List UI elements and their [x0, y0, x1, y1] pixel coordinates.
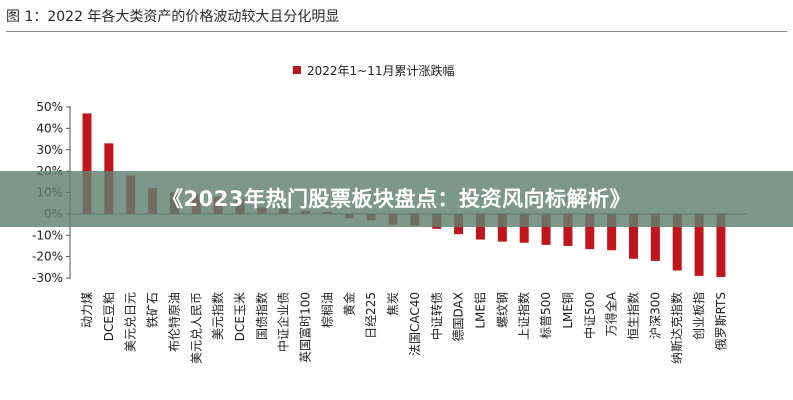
x-tick-label: 中证转债 [429, 292, 444, 340]
x-tick-label: 万得全A [604, 291, 619, 336]
y-tick-label: -20% [32, 250, 63, 264]
x-tick-label: LME铜 [560, 292, 575, 329]
x-tick-label: LME铝 [472, 292, 487, 329]
bar [672, 213, 682, 271]
legend-label: 2022年1~11月累计涨跌幅 [307, 64, 455, 78]
x-tick-label: 铁矿石 [146, 292, 160, 328]
x-tick-label: 上证指数 [516, 292, 531, 340]
x-tick-label: 布伦特原油 [166, 292, 181, 352]
figure-title: 图 1：2022 年各大类资产的价格波动较大且分化明显 [6, 2, 787, 32]
x-tick-label: 中证500 [582, 292, 597, 339]
y-tick-label: -10% [32, 228, 63, 242]
bar [519, 213, 529, 243]
x-tick-label: 美元兑人民币 [189, 292, 203, 364]
x-tick-label: 标普500 [539, 292, 553, 339]
bar [497, 213, 507, 242]
x-tick-label: 中证企业债 [276, 292, 291, 352]
x-tick-label: 黄金 [341, 292, 356, 316]
x-tick-label: 沪深300 [648, 292, 662, 339]
x-tick-label: 德国DAX [451, 292, 466, 341]
bar [607, 213, 617, 251]
chart-legend: 2022年1~11月累计涨跌幅 [293, 62, 455, 80]
x-tick-label: 创业板指 [691, 292, 706, 340]
x-tick-label: 焦炭 [386, 292, 400, 316]
x-tick-label: 俄罗斯RTS [714, 292, 728, 350]
x-tick-label: 美元兑日元 [124, 292, 138, 352]
banner-text: 《2023年热门股票板块盘点：投资风向标解析》 [162, 187, 631, 211]
bar [82, 113, 92, 214]
x-tick-label: 棕榈油 [319, 292, 334, 328]
x-tick-label: 日经225 [364, 292, 378, 339]
y-tick-label: 40% [36, 121, 63, 135]
x-tick-label: DCE豆粕 [101, 292, 116, 341]
y-tick-label: -30% [32, 271, 63, 285]
x-tick-label: 动力煤 [80, 292, 94, 328]
bar [716, 213, 726, 277]
x-tick-label: 螺纹钢 [495, 292, 509, 328]
bar [629, 213, 638, 259]
x-tick-label: 纳斯达克指数 [669, 292, 684, 364]
x-tick-label: 恒生指数 [626, 292, 641, 340]
x-tick-label: DCE玉米 [233, 292, 247, 341]
bar [541, 213, 551, 245]
bar [563, 213, 573, 246]
bar [585, 213, 595, 250]
x-tick-label: 法国CAC40 [408, 292, 422, 356]
title-banner: 《2023年热门股票板块盘点：投资风向标解析》 [0, 171, 793, 227]
bar [694, 213, 704, 276]
y-tick-label: 50% [36, 100, 63, 114]
x-tick-label: 美元指数 [210, 292, 225, 340]
y-tick-label: 30% [36, 143, 63, 157]
x-tick-label: 国债指数 [254, 292, 269, 340]
bar [650, 213, 660, 261]
legend-swatch [293, 66, 301, 74]
x-tick-label: 英国富时100 [298, 292, 313, 363]
